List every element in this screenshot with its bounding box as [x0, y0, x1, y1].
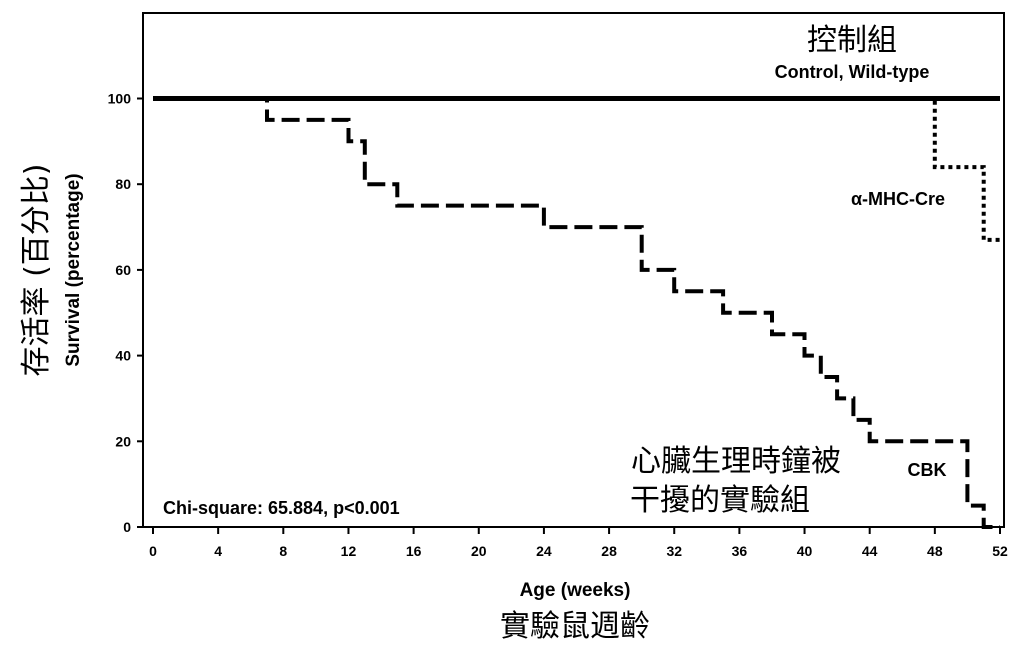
x-tick-label: 40 — [797, 543, 813, 559]
x-tick-label: 36 — [732, 543, 748, 559]
x-tick-label: 8 — [279, 543, 287, 559]
plot-frame — [142, 12, 1005, 528]
cbk-label-cn-line1: 心臟生理時鐘被 — [631, 444, 841, 479]
x-tick-label: 28 — [601, 543, 617, 559]
y-tick-label: 40 — [115, 348, 131, 364]
x-tick-label: 32 — [666, 543, 682, 559]
series-line-dotted — [153, 96, 1000, 242]
x-tick-label: 12 — [341, 543, 357, 559]
x-axis-label-cn: 實驗鼠週齡 — [500, 609, 650, 644]
y-axis-label: Survival (percentage) — [63, 173, 84, 366]
chi-square-annotation: Chi-square: 65.884, p<0.001 — [163, 498, 400, 518]
x-tick-label: 16 — [406, 543, 422, 559]
x-tick-label: 48 — [927, 543, 943, 559]
x-tick-label: 0 — [149, 543, 157, 559]
x-tick-label: 24 — [536, 543, 552, 559]
x-tick-label: 52 — [992, 543, 1008, 559]
y-tick-label: 80 — [115, 176, 131, 192]
y-tick-label: 0 — [123, 519, 131, 535]
x-axis-label: Age (weeks) — [520, 580, 631, 601]
x-axis: 0 4 8 12 16 20 24 28 32 36 40 44 48 52 — [149, 527, 1008, 559]
x-tick-label: 44 — [862, 543, 878, 559]
x-tick-label: 20 — [471, 543, 487, 559]
y-tick-label: 100 — [108, 91, 132, 107]
y-axis-label-cn: 存活率 (百分比) — [19, 164, 54, 377]
series-line-dashed — [153, 96, 1000, 529]
y-tick-label: 60 — [115, 262, 131, 278]
x-tick-label: 4 — [214, 543, 222, 559]
control-label: Control, Wild-type — [775, 62, 930, 82]
cbk-label: CBK — [908, 460, 947, 480]
cbk-label-cn-line2: 干擾的實驗組 — [630, 483, 810, 518]
y-axis: 0 20 40 60 80 100 — [108, 91, 143, 535]
y-tick-label: 20 — [115, 433, 131, 449]
mhc-cre-label: α-MHC-Cre — [851, 189, 945, 209]
control-label-cn: 控制組 — [807, 23, 897, 58]
series-layer — [153, 96, 1000, 529]
